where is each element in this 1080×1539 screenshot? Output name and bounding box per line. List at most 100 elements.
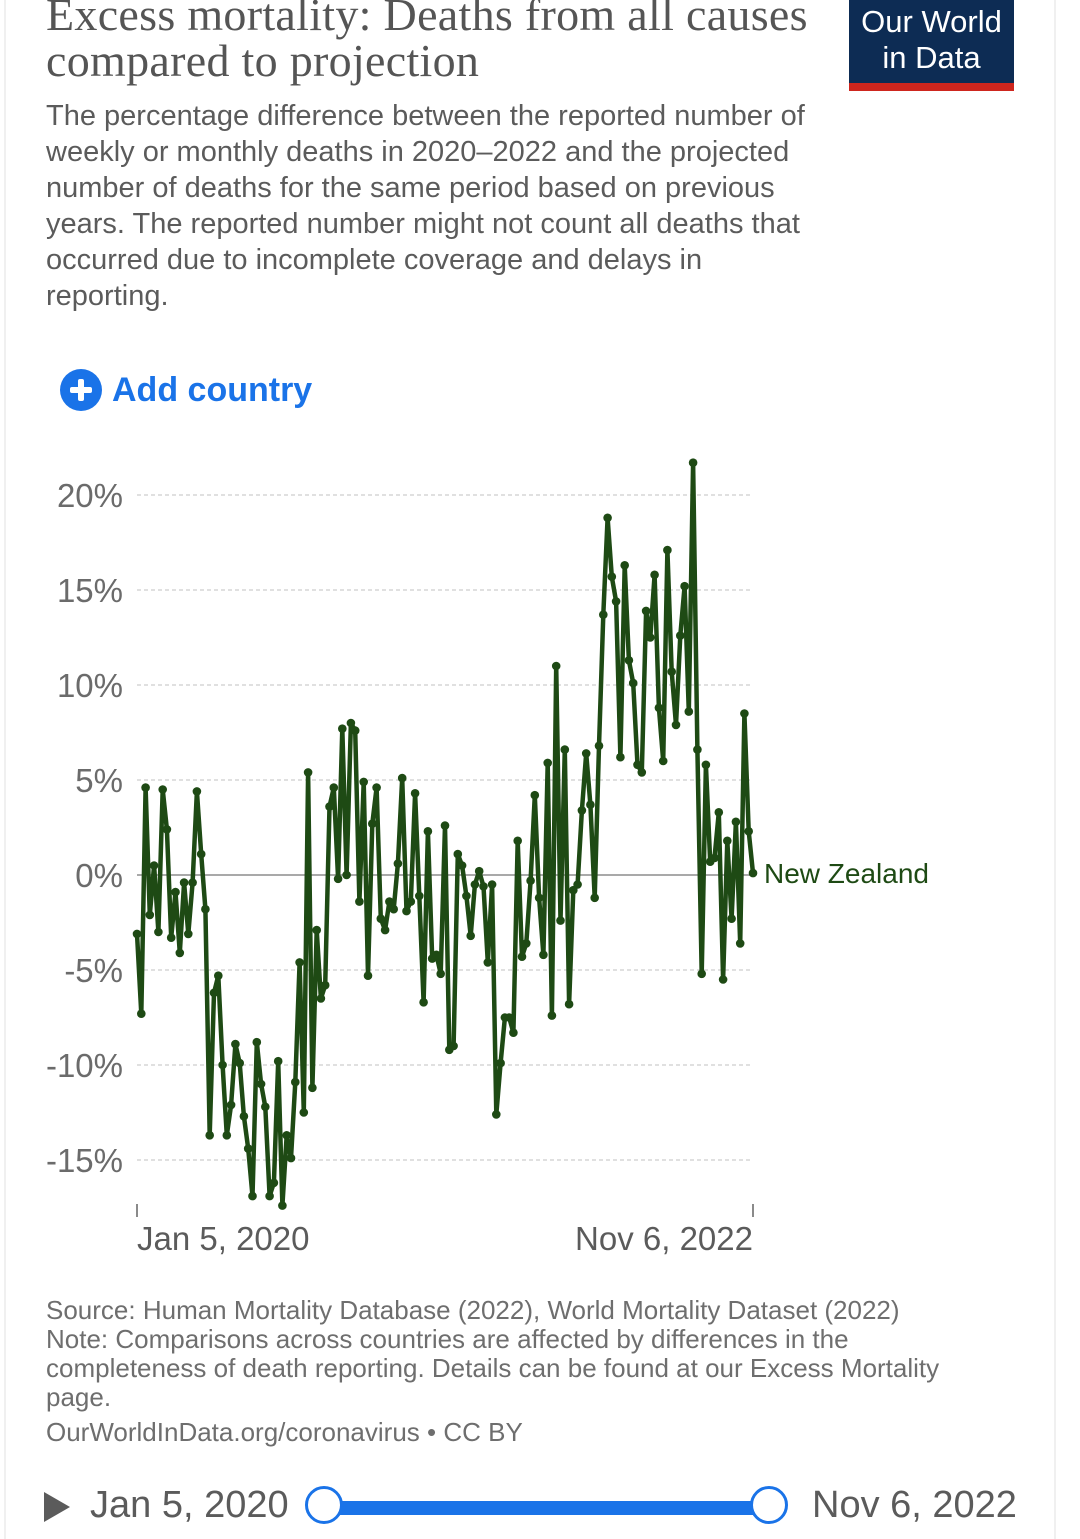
data-point[interactable] [641, 606, 651, 616]
data-point[interactable] [295, 958, 304, 967]
data-point[interactable] [671, 720, 681, 730]
data-point[interactable] [346, 718, 356, 728]
data-point[interactable] [368, 819, 377, 828]
data-point[interactable] [479, 882, 488, 891]
data-point[interactable] [628, 678, 638, 688]
data-point[interactable] [492, 1110, 501, 1119]
data-point[interactable] [303, 768, 313, 777]
data-point[interactable] [256, 1079, 266, 1089]
data-point[interactable] [487, 880, 497, 889]
data-point[interactable] [209, 988, 219, 998]
data-point[interactable] [423, 827, 433, 836]
data-point[interactable] [410, 789, 420, 798]
data-point[interactable] [543, 758, 552, 768]
data-point[interactable] [462, 891, 471, 901]
data-point[interactable] [509, 1028, 518, 1037]
data-point[interactable] [526, 876, 535, 885]
data-point[interactable] [646, 633, 655, 642]
data-point[interactable] [248, 1191, 257, 1201]
data-point[interactable] [513, 836, 522, 846]
data-point[interactable] [740, 709, 749, 718]
data-point[interactable] [359, 777, 369, 787]
data-point[interactable] [402, 906, 411, 916]
data-point[interactable] [727, 914, 736, 923]
data-point[interactable] [457, 861, 467, 870]
data-point[interactable] [162, 825, 172, 834]
data-point[interactable] [496, 1058, 505, 1068]
data-point[interactable] [449, 1041, 458, 1051]
add-country-button[interactable]: Add country [60, 367, 312, 413]
data-point[interactable] [325, 802, 334, 811]
data-point[interactable] [218, 1060, 227, 1070]
data-point[interactable] [530, 790, 540, 800]
url-license-link[interactable]: OurWorldInData.org/coronavirus • CC BY [46, 1417, 523, 1447]
data-point[interactable] [432, 950, 441, 960]
data-point[interactable] [693, 745, 702, 754]
data-point[interactable] [393, 859, 403, 868]
data-point[interactable] [192, 787, 202, 796]
data-point[interactable] [308, 1083, 317, 1093]
data-point[interactable] [406, 897, 416, 906]
data-point[interactable] [154, 927, 163, 937]
data-point[interactable] [534, 893, 544, 903]
data-point[interactable] [654, 703, 664, 713]
data-point[interactable] [466, 931, 476, 941]
data-point[interactable] [551, 661, 561, 671]
data-point[interactable] [342, 870, 351, 880]
data-point[interactable] [286, 1153, 296, 1163]
data-point[interactable] [731, 817, 741, 827]
play-icon[interactable] [44, 1492, 70, 1522]
data-point[interactable] [599, 610, 608, 619]
data-point[interactable] [616, 752, 625, 762]
data-point[interactable] [676, 631, 685, 640]
data-point[interactable] [658, 756, 668, 766]
data-point[interactable] [350, 726, 360, 735]
data-point[interactable] [171, 887, 180, 897]
data-point[interactable] [573, 880, 582, 889]
data-point[interactable] [556, 916, 565, 925]
data-point[interactable] [397, 773, 407, 783]
data-point[interactable] [419, 998, 428, 1007]
data-point[interactable] [372, 783, 381, 792]
data-point[interactable] [474, 866, 484, 876]
data-point[interactable] [607, 572, 617, 581]
data-point[interactable] [483, 958, 493, 967]
data-point[interactable] [196, 849, 206, 859]
data-point[interactable] [333, 874, 343, 884]
data-point[interactable] [316, 994, 326, 1003]
data-point[interactable] [633, 760, 642, 770]
data-point[interactable] [594, 741, 604, 751]
data-point[interactable] [723, 836, 732, 846]
data-point[interactable] [560, 745, 570, 754]
data-point[interactable] [158, 785, 167, 794]
data-point[interactable] [235, 1058, 244, 1068]
timeline-track[interactable] [326, 1501, 768, 1515]
data-point[interactable] [748, 868, 758, 878]
data-point[interactable] [261, 1102, 270, 1112]
data-point[interactable] [637, 768, 647, 777]
data-point[interactable] [718, 975, 728, 984]
data-point[interactable] [577, 806, 587, 815]
data-point[interactable] [710, 853, 719, 863]
data-point[interactable] [547, 1011, 557, 1020]
data-point[interactable] [590, 893, 599, 903]
data-point[interactable] [539, 950, 548, 960]
data-point[interactable] [243, 1144, 253, 1153]
data-point[interactable] [667, 667, 676, 676]
data-point[interactable] [205, 1131, 214, 1140]
data-point[interactable] [697, 969, 706, 979]
data-point[interactable] [188, 878, 197, 887]
data-point[interactable] [611, 597, 621, 606]
data-point[interactable] [440, 821, 450, 830]
data-point[interactable] [141, 783, 150, 792]
data-point[interactable] [663, 545, 672, 555]
data-point[interactable] [273, 1056, 283, 1066]
data-point[interactable] [166, 933, 176, 942]
data-point[interactable] [735, 939, 745, 948]
data-point[interactable] [355, 897, 364, 906]
data-point[interactable] [338, 724, 347, 733]
data-point[interactable] [201, 904, 210, 914]
data-point[interactable] [453, 849, 463, 859]
timeline-start-handle[interactable] [305, 1486, 343, 1524]
data-point[interactable] [564, 999, 574, 1009]
